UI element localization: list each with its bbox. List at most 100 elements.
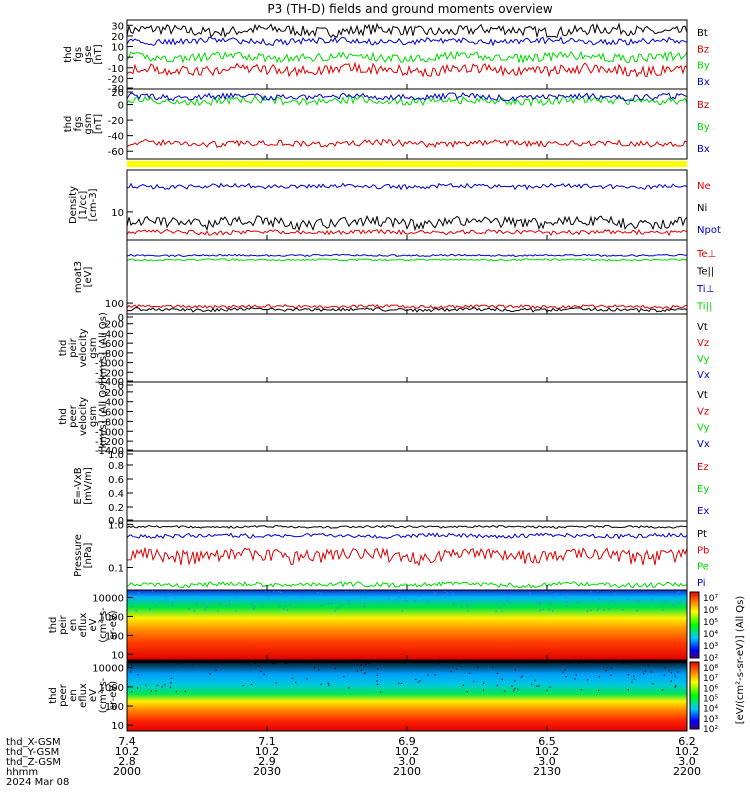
temperature-series-Ti [126, 258, 688, 262]
colorbar-1-tick: 10⁸ [703, 664, 718, 674]
peer_spectrogram-speckle [450, 671, 452, 673]
x-row-value: 3.0 [538, 755, 556, 768]
peir_spectrogram-speckle [149, 608, 151, 610]
peir_spectrogram-speckle [586, 610, 589, 612]
peer_spectrogram-speckle [145, 684, 147, 686]
peer_spectrogram-speckle [327, 682, 329, 684]
peer_spectrogram-speckle [677, 671, 679, 673]
peir_spectrogram-speckle [444, 590, 446, 592]
peir_spectrogram-speckle [283, 608, 285, 610]
peir_spectrogram-speckle [219, 603, 222, 605]
peer_spectrogram-speckle [247, 663, 249, 665]
peir_spectrogram-speckle [207, 605, 209, 607]
peir_spectrogram-speckle [363, 606, 366, 608]
peer_spectrogram-speckle [209, 673, 211, 675]
efield-frame [126, 450, 688, 522]
peir_spectrogram-speckle [359, 595, 361, 597]
peir_spectrogram-ytick-label: 10000 [92, 594, 124, 605]
peir_velocity-ytick-label: -1400 [95, 377, 124, 388]
peir_spectrogram-speckle [539, 609, 541, 612]
yellow-status-bar [127, 161, 687, 167]
peir_spectrogram-speckle [345, 590, 347, 593]
peer_spectrogram-ytick-label: 100 [105, 702, 124, 713]
peer_spectrogram-speckle [610, 674, 612, 676]
peer_spectrogram-speckle [305, 663, 307, 665]
fgs_gse-ytick-label: -10 [108, 64, 124, 75]
peir_spectrogram-speckle [511, 595, 514, 597]
peer_spectrogram-speckle [275, 682, 277, 684]
peer_spectrogram-speckle [170, 677, 173, 679]
peir_spectrogram-ytick-label: 10 [111, 650, 124, 661]
peir_spectrogram-speckle [536, 601, 538, 603]
peir_spectrogram-speckle [421, 594, 423, 596]
temperature-series-Ti [126, 253, 688, 258]
peir_spectrogram-speckle [499, 607, 501, 609]
efield-ytick-label: 0.8 [108, 461, 124, 472]
peer_spectrogram-speckle [263, 673, 265, 675]
peir_spectrogram-speckle [427, 600, 429, 602]
peir_spectrogram-speckle [603, 609, 605, 611]
fgs_gse-series-Bt [126, 22, 688, 39]
peer_spectrogram-speckle [473, 680, 475, 682]
density-ytick-label: 10 [111, 208, 124, 219]
x-row-value: 10.2 [675, 745, 700, 758]
peer_spectrogram-speckle [477, 666, 479, 669]
fgs_gse-ylabel: thdfgsgse[nT] [63, 44, 104, 64]
peer_spectrogram-speckle [520, 676, 522, 678]
peir_spectrogram-speckle [164, 599, 166, 601]
peir_spectrogram-speckle [666, 600, 668, 602]
peir_spectrogram-speckle [279, 591, 281, 593]
peir_spectrogram-speckle [398, 596, 400, 598]
peir_velocity-ytick-label: -1200 [95, 368, 124, 379]
density-legend-Ni: Ni [697, 203, 707, 214]
peir_spectrogram-speckle [403, 599, 406, 601]
fgs_gse-series-Bx [126, 36, 688, 47]
peir_spectrogram-speckle [678, 591, 680, 593]
peir_spectrogram-speckle [284, 605, 286, 607]
x-row-value: 2130 [533, 765, 561, 778]
peir_spectrogram-speckle [555, 592, 557, 595]
peer_spectrogram-speckle [517, 688, 519, 691]
peer_spectrogram-speckle [501, 678, 503, 680]
peir_spectrogram-speckle [225, 605, 227, 607]
peer_spectrogram-speckle [629, 663, 632, 666]
pressure-series-Pt [126, 524, 687, 529]
x-row-value: 2100 [393, 765, 421, 778]
peir_spectrogram-speckle [193, 610, 196, 612]
x-row-value: 2030 [253, 765, 281, 778]
peer_spectrogram-speckle [578, 662, 580, 664]
peer_spectrogram-speckle [580, 689, 582, 691]
peir_spectrogram-speckle [552, 610, 554, 612]
peer_spectrogram-speckle [306, 678, 308, 680]
fgs_gse-legend-Bt: Bt [697, 28, 708, 39]
colorbar-1-tick: 10⁶ [703, 684, 718, 694]
peer_spectrogram-speckle [250, 683, 253, 686]
peer_velocity-ytick-label: -1000 [95, 427, 124, 438]
peir_velocity-ytick-label: -600 [101, 339, 124, 350]
peer_spectrogram-speckle [663, 674, 665, 676]
x-row-value: 6.9 [398, 735, 416, 748]
peir_spectrogram-speckle [286, 609, 288, 611]
fgs_gse-ytick-label: 30 [111, 21, 124, 32]
peer_spectrogram-ylabel: thdpeerenefluxeV(cm²-s-sr-eV) [48, 677, 119, 713]
peir_spectrogram-speckle [608, 608, 611, 610]
peir_spectrogram-speckle [576, 602, 579, 604]
peir_spectrogram-speckle [364, 597, 366, 599]
peir_spectrogram-speckle [229, 600, 231, 602]
pressure-legend-Pi: Pi [697, 578, 706, 589]
peir_spectrogram-speckle [253, 606, 255, 608]
peir_spectrogram-speckle [401, 610, 403, 612]
peer_spectrogram-speckle [334, 667, 336, 670]
fgs_gsm-series-Bz [126, 138, 688, 149]
x-row-value: 3.0 [398, 755, 416, 768]
peer_spectrogram-speckle [242, 684, 244, 687]
peer_velocity-legend-Vt: Vt [697, 390, 708, 401]
peer_spectrogram-speckle [504, 690, 506, 693]
peer_spectrogram-speckle [376, 683, 379, 685]
peer_velocity-ytick-label: -1200 [95, 437, 124, 448]
peer_spectrogram-speckle [468, 672, 471, 674]
peer_spectrogram-speckle [633, 678, 635, 680]
density-series-Ni [126, 215, 688, 232]
peir_velocity-ytick-label: -1000 [95, 359, 124, 370]
